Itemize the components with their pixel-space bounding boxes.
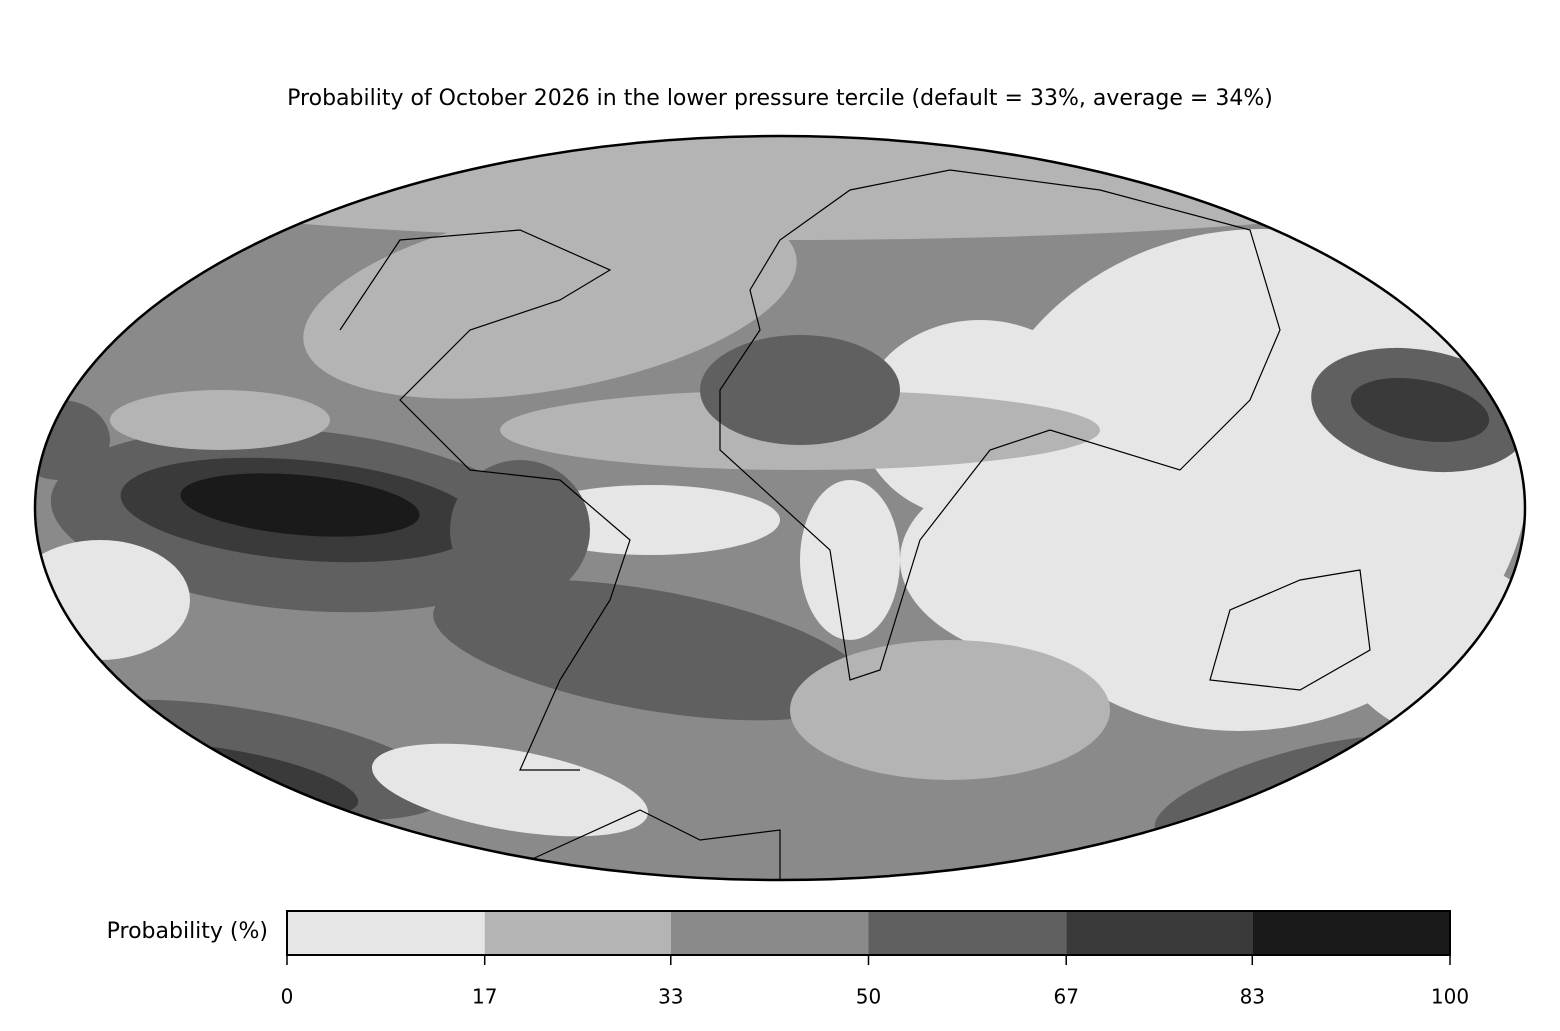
- map-field: [35, 136, 1525, 880]
- map-contour: [700, 335, 900, 445]
- colorbar-tick-label: 67: [1053, 985, 1078, 1009]
- map-contour: [790, 640, 1110, 780]
- map-contour: [450, 460, 590, 600]
- colorbar: 0 17 33 50 67 83 100: [281, 910, 1469, 1009]
- colorbar-label: Probability (%): [107, 919, 268, 944]
- colorbar-tick-label: 17: [472, 985, 497, 1009]
- map-contour: [433, 579, 867, 721]
- coastline: [339, 229, 631, 771]
- colorbar-tick-label: 33: [658, 985, 683, 1009]
- map-contour: [180, 473, 420, 537]
- map-contour: [35, 540, 190, 660]
- coastline: [719, 169, 1281, 681]
- map-contour: [371, 743, 649, 837]
- coastline: [1209, 569, 1371, 691]
- map-contour: [110, 390, 330, 450]
- map-contour: [35, 400, 110, 480]
- colorbar-segment: [1066, 911, 1253, 955]
- colorbar-tick-label: 0: [281, 985, 294, 1009]
- map-contour: [800, 480, 900, 640]
- colorbar-segment: [868, 911, 1067, 955]
- map-outline: [33, 134, 1527, 882]
- coastline: [529, 809, 781, 880]
- colorbar-tick-label: 83: [1240, 985, 1265, 1009]
- map-contour: [1350, 378, 1490, 442]
- colorbar-segment: [670, 911, 869, 955]
- map-contour: [80, 136, 1480, 240]
- map-title: Probability of October 2026 in the lower…: [287, 86, 1273, 111]
- colorbar-segment: [287, 911, 485, 955]
- colorbar-segment: [484, 911, 671, 955]
- colorbar-segment: [1252, 911, 1450, 955]
- colorbar-tick-label: 100: [1431, 985, 1469, 1009]
- map-contour: [303, 201, 797, 399]
- colorbar-tick-label: 50: [856, 985, 881, 1009]
